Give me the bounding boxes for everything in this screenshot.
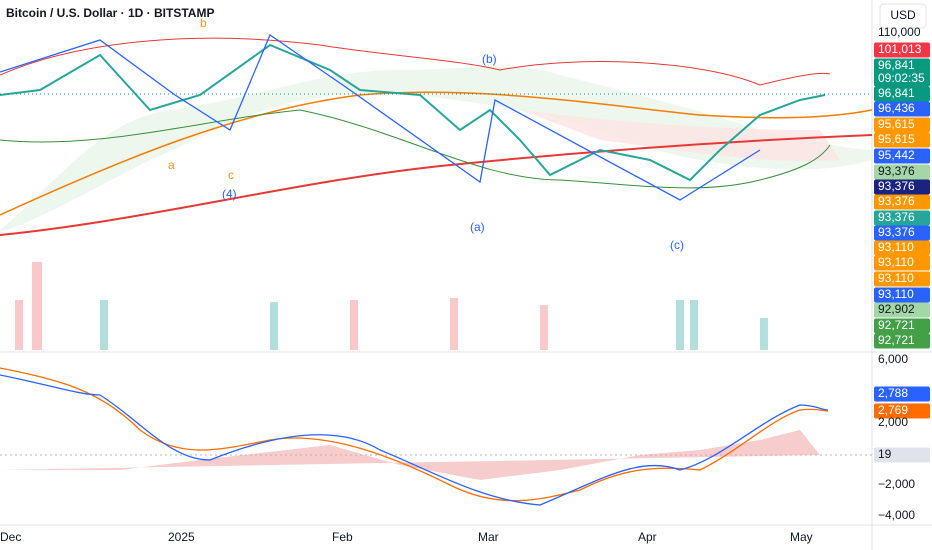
macd-line [0, 374, 829, 506]
price-label-box [874, 148, 930, 164]
price-label: 2,788 [878, 386, 908, 400]
price-label: 92,721 [878, 318, 915, 332]
price-label-box [874, 403, 930, 419]
moving-average [0, 134, 873, 236]
wave-label: (4) [222, 187, 237, 201]
price-label-box [874, 302, 930, 318]
price-label: 93,376 [878, 225, 915, 239]
price-label-box [874, 447, 930, 463]
wave-label: (b) [482, 52, 497, 66]
wave-label: (a) [470, 220, 485, 234]
currency-button[interactable] [879, 3, 927, 29]
price-label-box [874, 132, 930, 148]
wave-count [0, 34, 761, 201]
time-label: Dec [0, 530, 21, 544]
price-label-box [874, 210, 930, 226]
price-label: 2,000 [878, 415, 908, 429]
lagging-span [0, 109, 831, 189]
price-label: 19 [878, 447, 892, 461]
price-line [0, 43, 826, 182]
price-label: 95,615 [878, 132, 915, 146]
time-label: May [790, 530, 813, 544]
price-label-box [874, 225, 930, 241]
cloud [0, 66, 872, 232]
price-label: 95,615 [878, 117, 915, 131]
price-label-box [874, 58, 930, 87]
moving-average [0, 91, 873, 216]
wave-label: c [228, 168, 234, 182]
price-label-box [874, 101, 930, 117]
price-label-box [874, 287, 930, 303]
price-label: −2,000 [878, 477, 915, 491]
price-label-box [874, 333, 930, 349]
price-label: 93,376 [878, 179, 915, 193]
price-label-box [874, 179, 930, 195]
cloud-red [520, 110, 840, 161]
price-label-box [874, 271, 930, 287]
price-label-box [874, 42, 930, 58]
price-label: 93,110 [878, 255, 914, 269]
time-label: Apr [638, 530, 657, 544]
price-label: 92,902 [878, 302, 915, 316]
time-label: Feb [332, 530, 353, 544]
symbol-title[interactable]: Bitcoin / U.S. Dollar · 1D · BITSTAMP [6, 6, 214, 20]
price-label-box [874, 194, 930, 210]
price-label-box [874, 240, 930, 256]
price-label-box [874, 117, 930, 133]
currency-label[interactable]: USD [890, 8, 916, 22]
price-label: 101,013 [878, 42, 922, 56]
price-label: 2,769 [878, 403, 908, 417]
price-label: 96,436 [878, 101, 915, 115]
price-label-box [874, 255, 930, 271]
price-label: 110,000 [878, 25, 921, 39]
price-label: 93,376 [878, 164, 915, 178]
volume [15, 262, 768, 350]
price-label: 96,841 [878, 86, 915, 100]
countdown-label: 09:02:35 [878, 71, 925, 85]
macd-signal [0, 367, 829, 502]
price-label: 93,376 [878, 210, 915, 224]
price-label-box [874, 386, 930, 402]
price-label: 93,376 [878, 194, 915, 208]
macd-histogram [0, 430, 820, 480]
price-label-box [874, 164, 930, 180]
price-label: 93,110 [878, 240, 914, 254]
price-label: −4,000 [878, 508, 915, 522]
wave-label: (c) [670, 238, 684, 252]
price-label-box [874, 86, 930, 102]
bollinger [0, 37, 831, 86]
price-label: 93,110 [878, 287, 914, 301]
price-label: 96,841 [878, 58, 915, 72]
time-label: 2025 [168, 530, 195, 544]
time-label: Mar [478, 530, 499, 544]
price-label: 92,721 [878, 333, 915, 347]
price-label-box [874, 318, 930, 334]
wave-label: b [200, 16, 207, 30]
price-label: 6,000 [878, 352, 908, 366]
wave-label: a [168, 158, 175, 172]
price-label: 95,442 [878, 148, 915, 162]
price-label: 93,110 [878, 271, 914, 285]
